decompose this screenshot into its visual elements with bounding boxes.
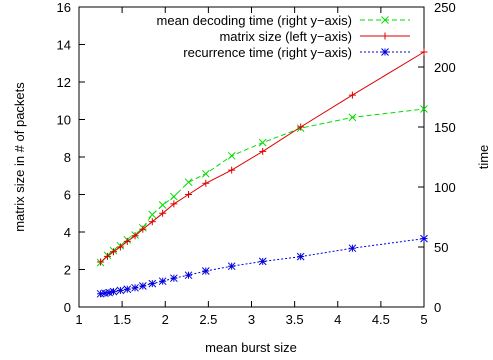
- y-axis-left-label: matrix size in # of packets: [12, 82, 27, 232]
- data-point: [116, 286, 125, 295]
- y-left-tick-label: 14: [57, 38, 71, 53]
- data-point: [228, 166, 236, 174]
- series-2: [96, 234, 428, 298]
- y-left-tick-label: 4: [64, 225, 71, 240]
- data-point: [158, 201, 167, 209]
- y-right-tick-label: 50: [434, 240, 448, 255]
- y-left-tick-label: 16: [57, 0, 71, 15]
- x-tick-label: 3: [248, 312, 255, 327]
- data-point: [184, 271, 193, 280]
- y-left-tick-label: 0: [64, 300, 71, 315]
- data-point: [348, 113, 357, 122]
- legend-label: recurrence time (right y−axis): [183, 45, 352, 60]
- data-point: [148, 218, 156, 226]
- y-right-tick-label: 150: [434, 120, 456, 135]
- data-point: [259, 147, 267, 155]
- data-point: [148, 279, 157, 288]
- data-point: [131, 232, 139, 240]
- data-point: [103, 252, 111, 260]
- y-axis-right-label: time: [476, 145, 491, 170]
- legend-marker: [381, 32, 389, 40]
- data-point: [170, 192, 178, 201]
- legend-label: matrix size (left y−axis): [219, 29, 352, 44]
- data-point: [185, 191, 193, 198]
- data-point: [109, 287, 118, 296]
- y-right-tick-label: 100: [434, 180, 456, 195]
- data-point: [110, 248, 117, 256]
- data-point: [116, 243, 124, 251]
- y-left-tick-label: 2: [64, 263, 71, 278]
- x-tick-label: 1.5: [113, 312, 131, 327]
- data-point: [296, 252, 305, 261]
- y-right-tick-label: 0: [434, 300, 441, 315]
- data-point: [138, 282, 147, 290]
- legend: mean decoding time (right y−axis)matrix …: [157, 13, 410, 60]
- data-point: [258, 138, 267, 147]
- data-point: [227, 262, 236, 271]
- data-point: [123, 237, 131, 245]
- series-0: [96, 105, 428, 267]
- data-point: [184, 178, 193, 187]
- data-point: [159, 209, 167, 217]
- data-point: [158, 277, 167, 286]
- data-point: [297, 123, 305, 131]
- data-point: [148, 210, 157, 219]
- data-point: [123, 285, 132, 294]
- x-tick-label: 4: [334, 312, 341, 327]
- data-point: [131, 283, 139, 292]
- data-point: [420, 48, 428, 56]
- data-point: [201, 169, 210, 178]
- ticks: 1 1.5 2 2.5 3 3.5 4 4.5 502468101214160501001502…: [57, 0, 456, 327]
- y-left-tick-label: 8: [64, 150, 71, 165]
- series-line: [100, 51, 425, 263]
- data-point: [258, 257, 267, 266]
- data-point: [201, 267, 210, 275]
- data-point: [348, 244, 357, 253]
- series-line: [100, 108, 425, 263]
- x-tick-label: 2: [162, 312, 169, 327]
- data-point: [139, 225, 147, 233]
- series-line: [100, 238, 425, 295]
- data-point: [170, 274, 178, 283]
- y-right-tick-label: 200: [434, 60, 456, 75]
- x-tick-label: 1: [75, 312, 82, 327]
- y-left-tick-label: 6: [64, 188, 71, 203]
- data-point: [420, 105, 428, 113]
- y-right-tick-label: 250: [434, 0, 456, 15]
- x-tick-label: 5: [420, 312, 427, 327]
- x-axis-label: mean burst size: [205, 340, 297, 355]
- series-1: [97, 48, 428, 266]
- series-layer: [96, 48, 428, 298]
- data-point: [202, 179, 210, 187]
- y-left-tick-label: 10: [57, 113, 71, 128]
- data-point: [420, 234, 428, 243]
- y-left-tick-label: 12: [57, 75, 71, 90]
- data-point: [348, 91, 356, 99]
- legend-marker: [381, 16, 389, 24]
- x-tick-label: 3.5: [286, 312, 304, 327]
- legend-label: mean decoding time (right y−axis): [157, 13, 352, 28]
- data-point: [97, 258, 105, 266]
- data-point: [227, 151, 236, 160]
- legend-marker: [381, 48, 389, 56]
- x-tick-label: 2.5: [199, 312, 217, 327]
- data-point: [170, 200, 178, 208]
- x-tick-label: 4.5: [372, 312, 390, 327]
